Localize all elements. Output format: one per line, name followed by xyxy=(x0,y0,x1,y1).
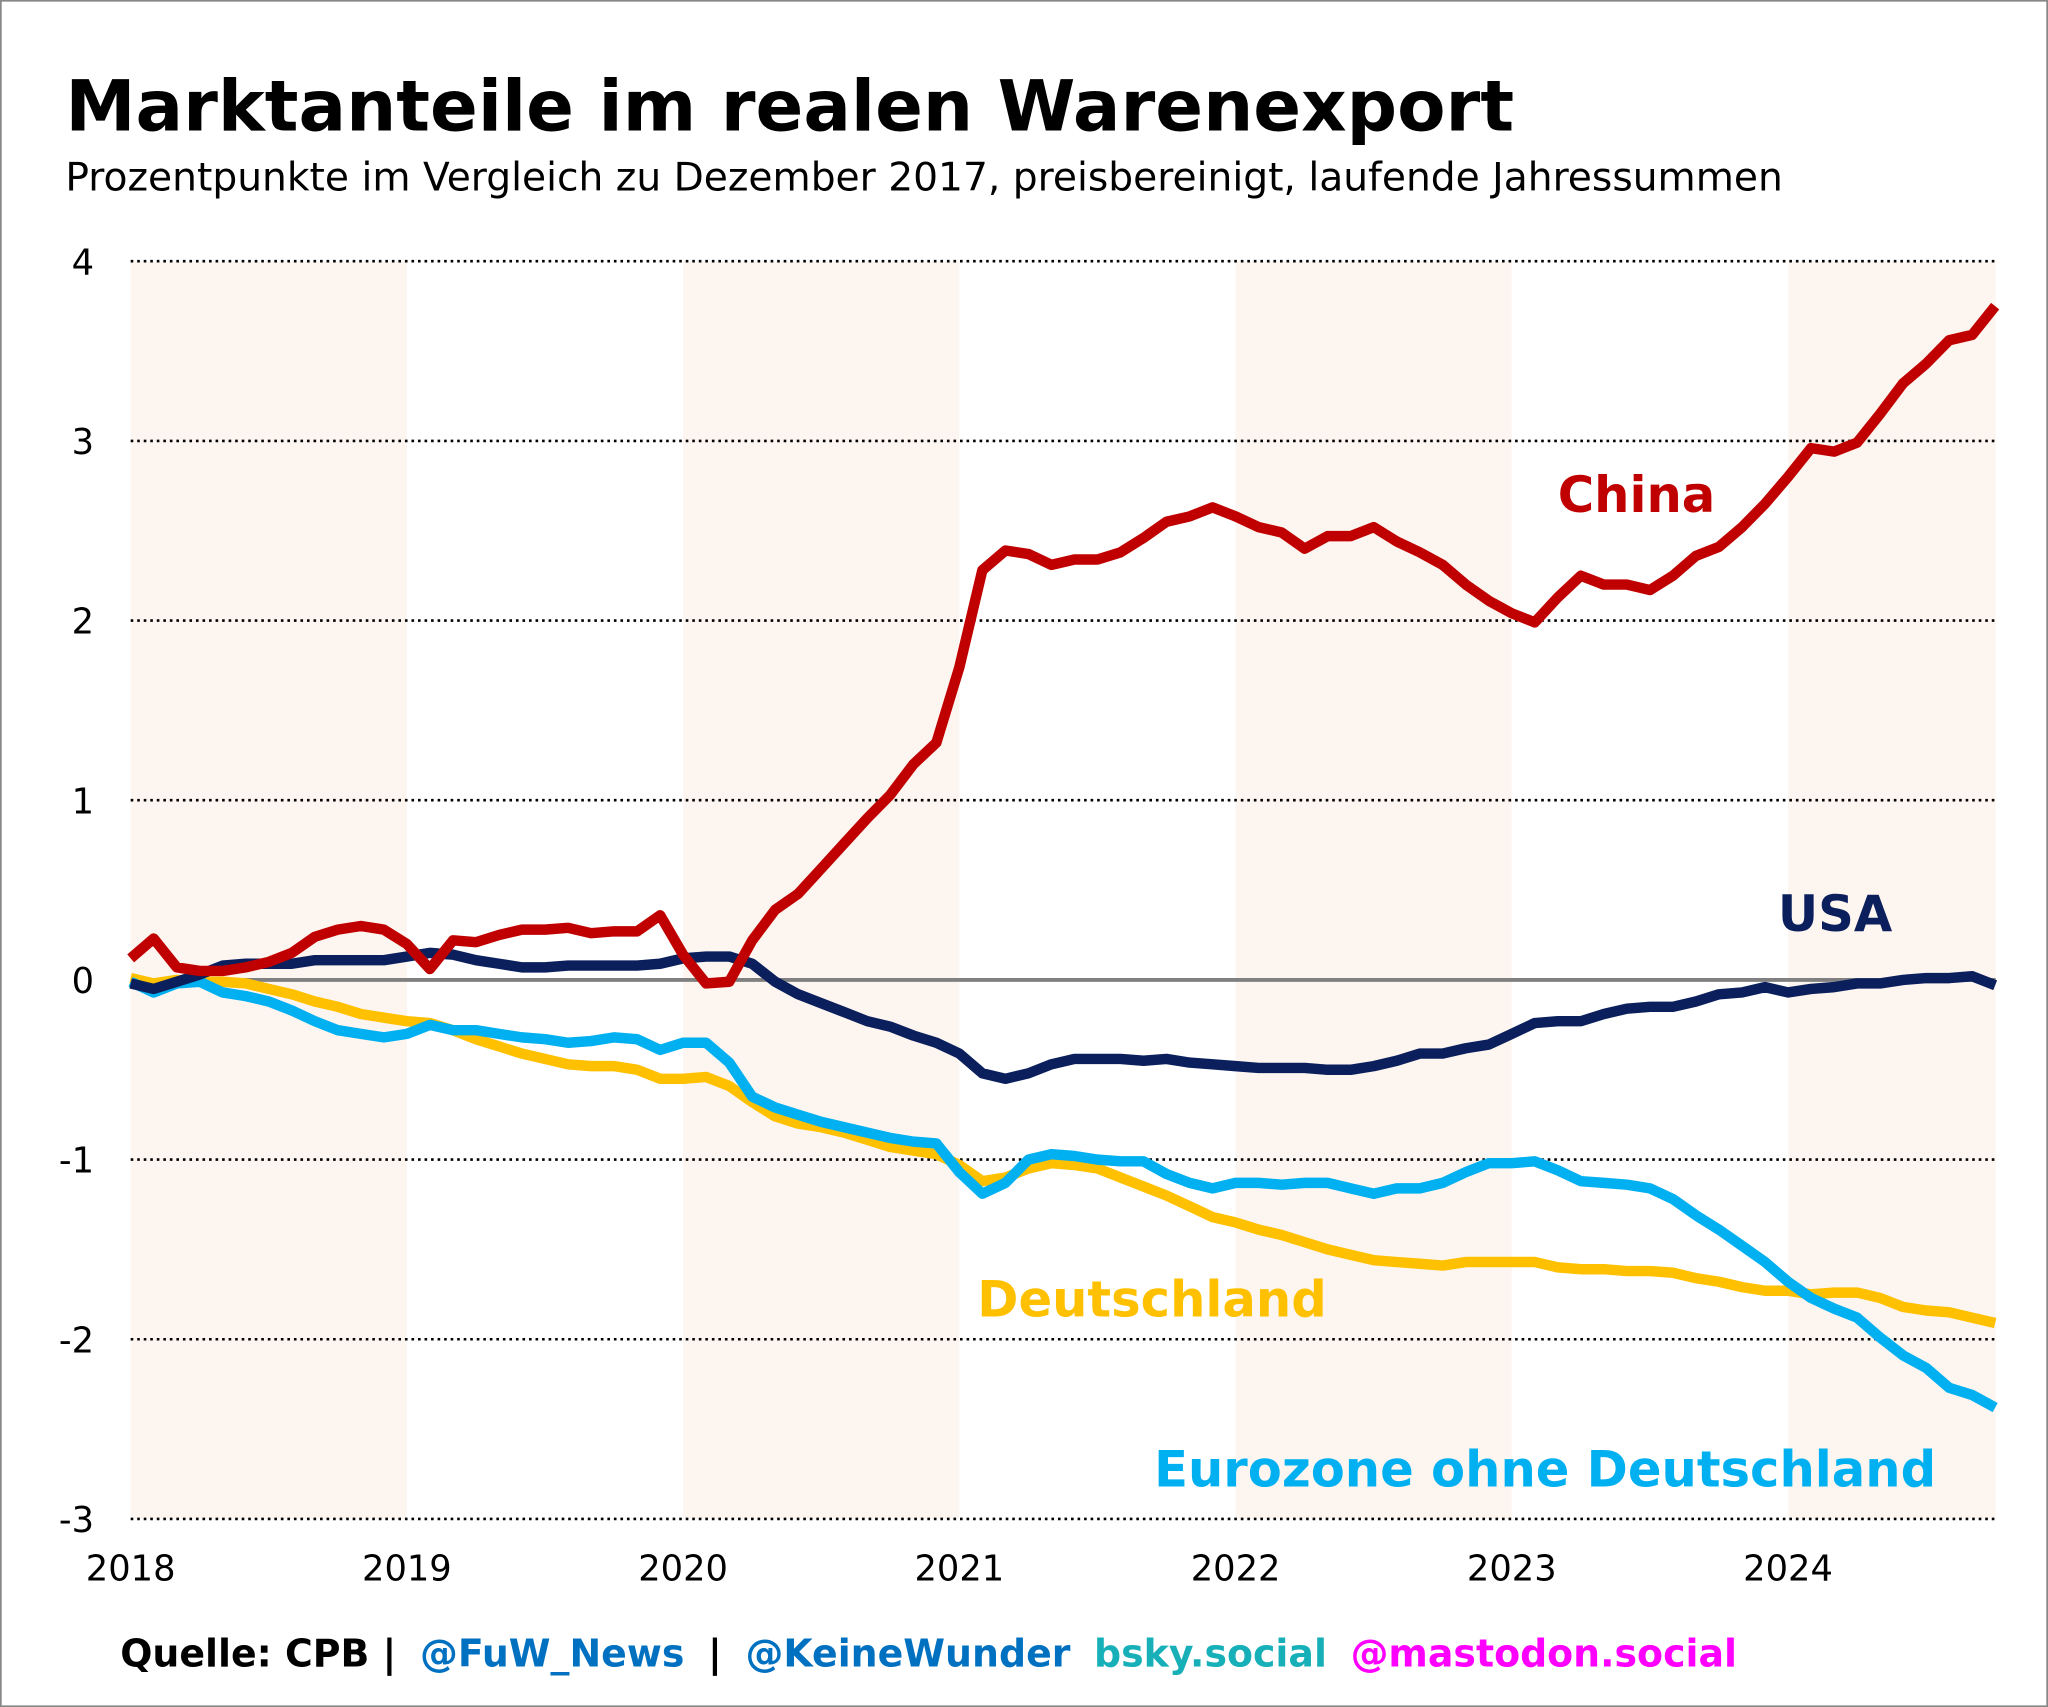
x-tick-label: 2019 xyxy=(362,1548,452,1589)
y-tick-label: 3 xyxy=(72,422,94,463)
chart-subtitle: Prozentpunkte im Vergleich zu Dezember 2… xyxy=(65,156,1782,201)
mastodon-social[interactable]: @mastodon.social xyxy=(1351,1632,1737,1676)
x-tick-label: 2018 xyxy=(86,1548,176,1589)
shade-band-2020 xyxy=(683,261,960,1519)
series-line-china xyxy=(127,302,2000,989)
handle-fuw-news[interactable]: @FuW_News xyxy=(420,1632,684,1676)
shade-band-2018 xyxy=(130,261,407,1519)
x-axis-ticks: 2018 2019 2020 2021 2022 2023 2024 xyxy=(86,1548,1833,1589)
series-label-usa: USA xyxy=(1778,885,1893,943)
y-tick-label: -3 xyxy=(59,1500,94,1541)
source-line: Quelle: CPB | @FuW_News | @KeineWunder b… xyxy=(120,1632,1737,1677)
x-tick-label: 2023 xyxy=(1467,1548,1557,1589)
x-tick-label: 2021 xyxy=(914,1548,1004,1589)
y-tick-label: -1 xyxy=(59,1141,94,1182)
shade-band-2022 xyxy=(1235,261,1512,1519)
series-lines xyxy=(127,302,2000,1413)
bsky-social[interactable]: bsky.social xyxy=(1094,1632,1327,1676)
gridlines xyxy=(130,259,1996,1521)
y-tick-label: 2 xyxy=(72,602,94,643)
year-shading xyxy=(130,261,1996,1519)
shade-band-2024 xyxy=(1788,261,1996,1519)
chart-title: Marktanteile im realen Warenexport xyxy=(65,66,1514,148)
y-axis-ticks: 4 3 2 1 0 -1 -2 -3 xyxy=(59,242,94,1541)
series-label-eurozone: Eurozone ohne Deutschland xyxy=(1154,1440,1936,1498)
x-tick-label: 2020 xyxy=(638,1548,728,1589)
series-line-eurozone-ohne-deutschland xyxy=(128,976,1998,1413)
y-tick-label: -2 xyxy=(59,1320,94,1361)
y-tick-label: 1 xyxy=(72,781,94,822)
x-tick-label: 2024 xyxy=(1743,1548,1833,1589)
series-label-deutschland: Deutschland xyxy=(977,1270,1326,1328)
handle-keinewunder[interactable]: @KeineWunder xyxy=(745,1632,1070,1676)
y-tick-label: 0 xyxy=(72,961,94,1002)
separator: | xyxy=(708,1632,722,1677)
y-tick-label: 4 xyxy=(72,242,94,283)
x-tick-label: 2022 xyxy=(1191,1548,1281,1589)
series-label-china: China xyxy=(1558,466,1716,524)
source-text: Quelle: CPB | xyxy=(120,1632,396,1677)
